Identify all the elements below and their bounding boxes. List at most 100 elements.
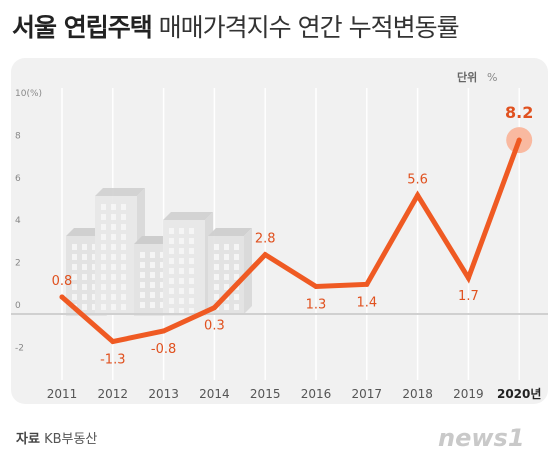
building-window — [189, 238, 194, 244]
building-window — [101, 224, 106, 230]
building-window — [92, 294, 97, 300]
data-point — [516, 137, 522, 143]
building-window — [121, 254, 126, 260]
building-window — [111, 264, 116, 270]
building-window — [111, 224, 116, 230]
building-window — [214, 244, 219, 250]
unit-label: 단위 — [457, 70, 477, 84]
x-tick-label: 2014 — [199, 387, 230, 401]
building-window — [101, 264, 106, 270]
news1-logo: news1 — [438, 424, 525, 452]
building-window — [121, 204, 126, 210]
building-window — [189, 298, 194, 304]
building-window — [179, 268, 184, 274]
building-window — [234, 264, 239, 270]
data-point — [110, 339, 116, 345]
building-window — [72, 264, 77, 270]
y-tick-label: 10(%) — [15, 89, 42, 99]
building-roof — [208, 228, 252, 236]
building-window — [92, 284, 97, 290]
x-tick-label: 2019 — [453, 387, 484, 401]
building-window — [150, 262, 155, 268]
y-tick-label: 8 — [15, 131, 21, 141]
building-window — [140, 262, 145, 268]
building-window — [160, 272, 165, 278]
building-window — [140, 302, 145, 308]
building-window — [160, 292, 165, 298]
building-roof — [95, 188, 145, 196]
data-label: 1.7 — [458, 289, 479, 304]
source-label: 자료 — [16, 432, 40, 447]
building-window — [111, 234, 116, 240]
building-window — [121, 214, 126, 220]
building-window — [214, 254, 219, 260]
building-window — [189, 308, 194, 314]
building-illustration — [66, 188, 252, 316]
building-window — [189, 278, 194, 284]
building-window — [72, 274, 77, 280]
building-window — [224, 284, 229, 290]
x-tick-label: 2016 — [301, 387, 332, 401]
building-window — [82, 244, 87, 250]
building-window — [150, 292, 155, 298]
building-window — [189, 258, 194, 264]
chart-title: 서울 연립주택 매매가격지수 연간 누적변동률 — [12, 8, 460, 44]
building-window — [179, 308, 184, 314]
building-window — [101, 274, 106, 280]
x-tick-label: 2018 — [402, 387, 433, 401]
building-window — [179, 258, 184, 264]
building-window — [82, 274, 87, 280]
data-label: 5.6 — [407, 172, 428, 187]
building-window — [101, 234, 106, 240]
building-window — [189, 248, 194, 254]
x-tick-label: 2013 — [148, 387, 179, 401]
building-window — [150, 272, 155, 278]
building-window — [82, 264, 87, 270]
building-window — [121, 294, 126, 300]
building-window — [179, 278, 184, 284]
building-window — [179, 228, 184, 234]
building-window — [111, 284, 116, 290]
data-point — [161, 328, 167, 334]
building-window — [72, 284, 77, 290]
x-tick-label: 2020년 — [497, 387, 541, 401]
y-tick-label: -2 — [15, 343, 24, 353]
building-window — [169, 248, 174, 254]
building-window — [169, 298, 174, 304]
building-window — [234, 254, 239, 260]
building-window — [92, 254, 97, 260]
building-window — [214, 294, 219, 300]
building-window — [140, 292, 145, 298]
building-window — [101, 284, 106, 290]
building-window — [82, 304, 87, 310]
building-window — [179, 238, 184, 244]
building-window — [111, 294, 116, 300]
building-window — [111, 274, 116, 280]
building-window — [121, 274, 126, 280]
building-window — [101, 294, 106, 300]
building-window — [150, 282, 155, 288]
building-window — [189, 228, 194, 234]
data-label: 0.8 — [52, 274, 73, 289]
building-window — [234, 274, 239, 280]
series-line — [59, 137, 522, 345]
building-window — [224, 254, 229, 260]
data-point — [262, 252, 268, 258]
building-window — [214, 284, 219, 290]
building-window — [92, 274, 97, 280]
x-tick-label: 2012 — [98, 387, 129, 401]
building-window — [160, 302, 165, 308]
building-window — [101, 204, 106, 210]
building-window — [121, 264, 126, 270]
label-layer: 0.8 -1.3 -0.8 0.3 2.8 1.3 1.4 5.6 1.7 8.2 — [52, 103, 534, 367]
building-window — [234, 294, 239, 300]
data-point — [313, 283, 319, 289]
logo-text: news1 — [438, 424, 525, 452]
unit-symbol: % — [487, 71, 497, 84]
building-window — [101, 254, 106, 260]
building-window — [169, 228, 174, 234]
data-label: 1.3 — [306, 297, 327, 312]
building-window — [150, 302, 155, 308]
building-window — [169, 308, 174, 314]
building-window — [160, 252, 165, 258]
